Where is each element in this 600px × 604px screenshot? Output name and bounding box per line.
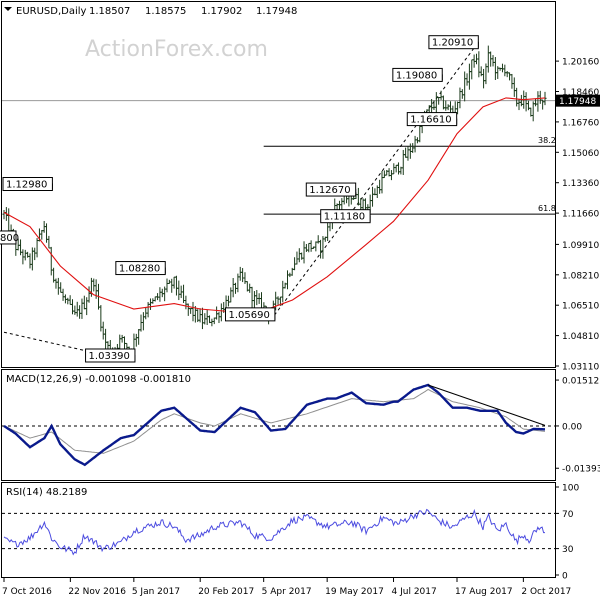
watermark: ActionForex.com bbox=[85, 37, 268, 62]
price-levels: 1.17948 38.2 61.8 bbox=[2, 47, 600, 362]
open-value: 1.18507 bbox=[89, 6, 130, 17]
macd-tick-label: 0.01512 bbox=[562, 377, 599, 387]
annotation-box bbox=[428, 35, 479, 50]
price-tick-label: 1.08210 bbox=[562, 271, 599, 281]
annotation-box bbox=[224, 307, 276, 322]
time-tick-label: 5 Apr 2017 bbox=[262, 587, 312, 597]
annotation-label: 1.08280 bbox=[119, 264, 160, 275]
time-tick-label: 19 May 2017 bbox=[325, 587, 384, 597]
macd-signal-line bbox=[3, 388, 546, 454]
macd-title: MACD(12,26,9) -0.001098 -0.001810 bbox=[6, 374, 191, 385]
annotation-box bbox=[406, 112, 458, 127]
annotation-label: 1.12980 bbox=[6, 180, 47, 191]
price-bars bbox=[2, 45, 547, 360]
annotation-box bbox=[0, 230, 17, 245]
price-tick-label: 1.11660 bbox=[562, 210, 599, 220]
annotation-box bbox=[2, 177, 53, 192]
fib-level-label: 61.8 bbox=[538, 204, 556, 213]
time-tick-label: 4 Jul 2017 bbox=[392, 587, 437, 597]
annotation-label: 1.11180 bbox=[324, 212, 365, 223]
moving-average bbox=[3, 97, 546, 314]
price-panel-frame bbox=[1, 1, 556, 368]
rsi-tick-label: 30 bbox=[562, 545, 574, 555]
price-tick-label: 1.04810 bbox=[562, 332, 599, 342]
price-tick-label: 1.13360 bbox=[562, 179, 599, 189]
fib-level-label: 38.2 bbox=[538, 136, 556, 145]
chart-header: EURUSD,Daily 1.18507 1.18575 1.17902 1.1… bbox=[4, 6, 297, 17]
annotation-box bbox=[305, 182, 357, 197]
close-value: 1.17948 bbox=[256, 6, 297, 17]
annotation-label: 1.19080 bbox=[396, 70, 437, 81]
time-tick-label: 22 Nov 2016 bbox=[68, 587, 126, 597]
annotation-box bbox=[85, 348, 136, 363]
price-tick-label: 1.18460 bbox=[562, 88, 599, 98]
moving-average-line bbox=[3, 97, 546, 314]
time-tick-label: 2 Oct 2017 bbox=[521, 587, 571, 597]
annotation-box bbox=[115, 261, 166, 276]
price-tick-label: 1.03110 bbox=[562, 363, 599, 373]
macd-tick-label: 0.00 bbox=[562, 422, 582, 432]
low-value: 1.17902 bbox=[201, 6, 242, 17]
annotation-box bbox=[320, 209, 371, 224]
current-price-label: 1.17948 bbox=[559, 97, 596, 107]
price-tick-label: 1.06510 bbox=[562, 302, 599, 312]
rsi-tick-label: 70 bbox=[562, 510, 574, 520]
symbol-label: EURUSD,Daily bbox=[16, 6, 87, 17]
rsi-panel-frame bbox=[1, 482, 556, 578]
high-value: 1.18575 bbox=[145, 6, 186, 17]
annotation-label: 1.20910 bbox=[432, 38, 473, 49]
annotation-label: 1.05690 bbox=[228, 310, 269, 321]
rsi-layer: 100 70 30 0 bbox=[2, 484, 579, 582]
price-tick-label: 1.15060 bbox=[562, 149, 599, 159]
price-tick-label: 1.16760 bbox=[562, 118, 599, 128]
annotation-label: 1.12670 bbox=[309, 185, 350, 196]
annotation-label: 1.03390 bbox=[89, 351, 130, 362]
macd-main-line bbox=[3, 383, 545, 467]
time-tick-label: 7 Oct 2016 bbox=[2, 587, 52, 597]
macd-layer: 0.01512 0.00 -0.01393 bbox=[2, 377, 600, 475]
time-axis: 7 Oct 2016 22 Nov 2016 5 Jan 2017 20 Feb 20… bbox=[2, 578, 571, 597]
annotation-label: 1.16610 bbox=[410, 115, 451, 126]
rsi-tick-label: 100 bbox=[562, 484, 579, 494]
rsi-title: RSI(14) 48.2189 bbox=[6, 487, 87, 498]
macd-trendline bbox=[427, 384, 546, 426]
macd-tick-label: -0.01393 bbox=[562, 465, 600, 475]
macd-panel-frame bbox=[1, 369, 556, 481]
time-tick-label: 20 Feb 2017 bbox=[198, 587, 254, 597]
price-trendline bbox=[270, 47, 475, 321]
price-tick-label: 1.20160 bbox=[562, 58, 599, 68]
price-annotations: 1.12980 1.08280 1.03390 1.05690 1.12670 1.111… bbox=[0, 35, 479, 363]
time-tick-label: 17 Aug 2017 bbox=[455, 587, 513, 597]
current-price-tag bbox=[556, 94, 600, 107]
rsi-line bbox=[3, 508, 545, 556]
time-tick-label: 5 Jan 2017 bbox=[132, 587, 180, 597]
price-tick-label: 1.09910 bbox=[562, 241, 599, 251]
annotation-box bbox=[392, 67, 443, 82]
rsi-tick-label: 0 bbox=[562, 572, 568, 582]
price-axis: 1.20160 1.18460 1.16760 1.15060 1.13360 1.116… bbox=[555, 58, 599, 373]
header-dropdown-icon bbox=[4, 7, 12, 11]
annotation-label: 800 bbox=[0, 233, 19, 244]
